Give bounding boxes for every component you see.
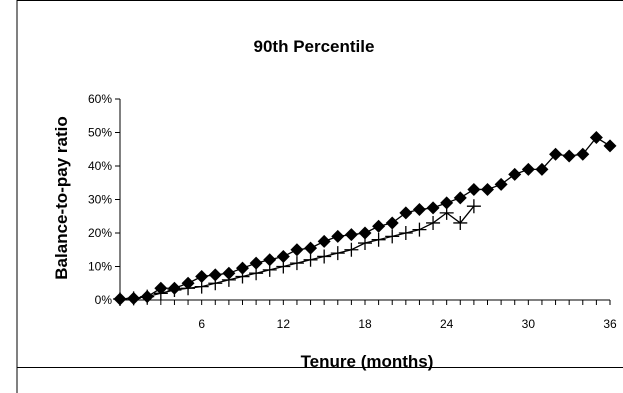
diamond-point bbox=[576, 147, 590, 161]
y-axis-ticks: 0% 10% 20% 30% 40% 50% 60% bbox=[88, 92, 120, 307]
diamond-point bbox=[236, 261, 249, 275]
series-line bbox=[119, 136, 611, 300]
diamond-point bbox=[453, 191, 467, 205]
y-tick-label: 20% bbox=[88, 226, 112, 240]
diamond-point bbox=[562, 149, 576, 163]
plus-point bbox=[371, 232, 386, 247]
diamond-point bbox=[276, 249, 290, 263]
plus-point bbox=[140, 289, 155, 304]
diamond-point bbox=[208, 268, 222, 282]
y-tick-label: 40% bbox=[88, 159, 112, 173]
diamond-point bbox=[344, 228, 358, 242]
plus-point bbox=[398, 226, 413, 240]
plus-point bbox=[439, 205, 454, 220]
y-tick-label: 30% bbox=[88, 193, 112, 207]
plus-point bbox=[262, 262, 277, 277]
diamond-point bbox=[440, 196, 454, 210]
plus-point bbox=[167, 282, 182, 297]
diamond-point bbox=[317, 234, 331, 248]
plus-point bbox=[426, 215, 441, 230]
diamond-point bbox=[412, 203, 426, 217]
diamond-point bbox=[304, 241, 318, 255]
x-tick-label: 6 bbox=[198, 317, 205, 331]
y-axis-title: Balance-to-pay ratio bbox=[52, 116, 71, 279]
diamond-point bbox=[358, 226, 372, 240]
y-tick-label: 0% bbox=[95, 293, 113, 307]
plus-point bbox=[208, 276, 223, 291]
plus-point bbox=[126, 291, 141, 306]
x-tick-label: 24 bbox=[440, 317, 454, 331]
diamond-point bbox=[385, 216, 399, 230]
diamond-point bbox=[426, 201, 440, 215]
diamond-point bbox=[263, 253, 277, 267]
plus-point bbox=[181, 281, 196, 296]
plus-point bbox=[453, 215, 468, 230]
y-tick-label: 60% bbox=[88, 92, 112, 106]
plus-point bbox=[303, 252, 318, 267]
x-tick-label: 12 bbox=[277, 317, 291, 331]
diamond-point bbox=[549, 147, 563, 161]
plus-point bbox=[235, 269, 250, 284]
diamond-point bbox=[603, 139, 617, 153]
diamond-point bbox=[331, 229, 345, 243]
diamond-point bbox=[372, 219, 386, 233]
x-axis-title: Tenure (months) bbox=[301, 352, 434, 371]
x-tick-label: 30 bbox=[522, 317, 536, 331]
plus-point bbox=[194, 279, 209, 294]
plus-point bbox=[330, 246, 345, 261]
plus-point bbox=[466, 199, 481, 214]
plus-point bbox=[385, 229, 400, 244]
x-tick-label: 18 bbox=[358, 317, 372, 331]
diamond-point bbox=[290, 243, 304, 257]
diamond-point bbox=[481, 182, 494, 196]
y-tick-label: 50% bbox=[88, 126, 112, 140]
x-tick-label: 36 bbox=[603, 317, 617, 331]
plus-point bbox=[276, 259, 291, 274]
plus-point bbox=[113, 291, 127, 306]
plus-point bbox=[249, 266, 264, 281]
plus-point bbox=[317, 249, 332, 264]
diamond-point bbox=[399, 206, 413, 220]
diamond-point bbox=[521, 162, 535, 176]
plus-point bbox=[221, 272, 236, 287]
diamond-point bbox=[589, 131, 603, 145]
series-diamond bbox=[113, 131, 617, 306]
y-tick-label: 10% bbox=[88, 260, 112, 274]
series-plus bbox=[113, 199, 481, 306]
series-layer bbox=[113, 131, 617, 306]
x-axis-ticks: 6 12 18 24 30 36 bbox=[119, 300, 617, 331]
plus-point bbox=[153, 286, 168, 301]
diamond-point bbox=[535, 162, 549, 176]
diamond-point bbox=[249, 256, 263, 270]
chart-title: 90th Percentile bbox=[254, 37, 375, 56]
diamond-point bbox=[467, 182, 481, 196]
diamond-point bbox=[494, 177, 508, 191]
plus-point bbox=[358, 236, 372, 251]
diamond-point bbox=[508, 167, 522, 181]
diamond-point bbox=[195, 270, 209, 284]
plus-point bbox=[289, 256, 304, 271]
plus-point bbox=[412, 222, 427, 237]
plus-point bbox=[344, 242, 359, 257]
